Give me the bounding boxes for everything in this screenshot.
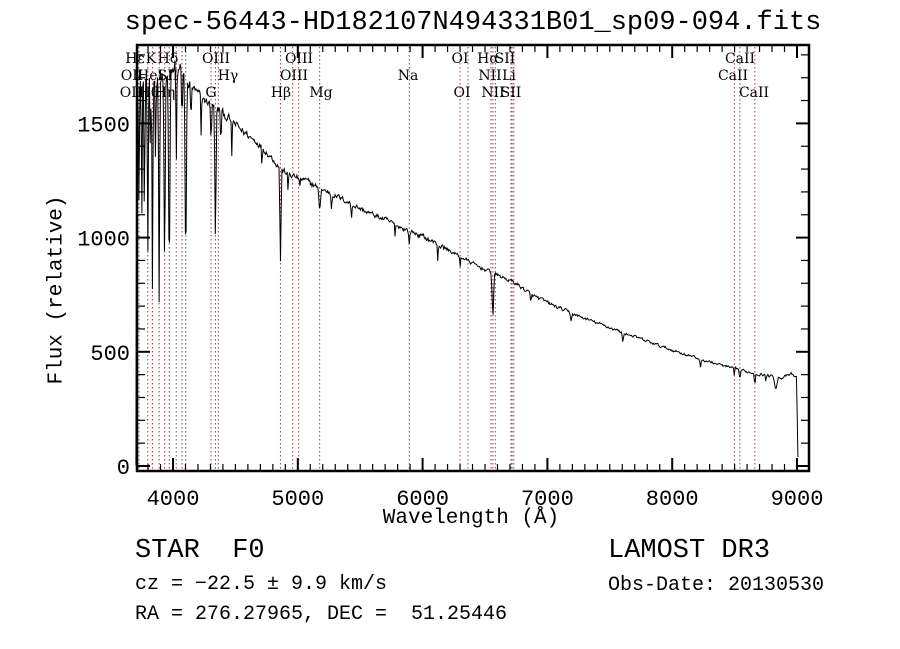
x-tick-label: 8000 xyxy=(646,487,699,512)
spectral-line-label: CaII xyxy=(718,68,748,84)
spectral-line-label: Li xyxy=(502,68,516,84)
survey-release-label: LAMOST DR3 xyxy=(608,536,771,566)
spectral-line-label: OI xyxy=(453,85,470,101)
y-tick-label: 500 xyxy=(90,342,130,367)
spectral-line-label: G xyxy=(205,85,216,101)
x-tick-label: 4000 xyxy=(147,487,200,512)
spectral-line-label: OIII xyxy=(202,51,230,67)
cz-value: cz = −22.5 ± 9.9 km/s xyxy=(135,573,388,596)
x-tick-label: 7000 xyxy=(521,487,574,512)
spectral-line-label: CaII xyxy=(725,51,755,67)
spectral-line-label: Hβ xyxy=(271,85,291,101)
obs-date-value: Obs-Date: 20130530 xyxy=(608,574,825,597)
y-tick-label: 0 xyxy=(117,456,130,481)
spectral-line-label: Hθ xyxy=(139,85,160,101)
spectral-line-label: K xyxy=(146,51,157,67)
spectral-line-label: OI xyxy=(451,51,468,67)
spectral-line-label: Na xyxy=(398,68,419,84)
spectral-line-label: OIII xyxy=(280,68,308,84)
spectral-line-label: Mg xyxy=(309,85,332,101)
object-class-label: STAR F0 xyxy=(135,536,265,566)
spectral-line-label: Hα xyxy=(477,51,499,67)
spectral-line-label: Hδ xyxy=(158,51,179,67)
spectral-line-label: NII xyxy=(478,68,501,84)
ra-dec-value: RA = 276.27965, DEC = 51.25446 xyxy=(135,603,508,626)
spectral-line-label: SII xyxy=(158,68,179,84)
spectral-line-label: CaII xyxy=(739,85,769,101)
spectral-line-label: NII xyxy=(481,85,504,101)
y-tick-label: 1000 xyxy=(77,228,130,253)
spectral-line-label: OII xyxy=(121,68,144,84)
spectral-line-label: OII xyxy=(120,85,143,101)
spectral-line-label: Hγ xyxy=(218,68,239,84)
spectral-line-label: Hε xyxy=(125,51,144,67)
spectral-line-label: Hη xyxy=(155,85,176,101)
spectral-line-label: SII xyxy=(501,85,522,101)
y-axis-label: Flux (relative) xyxy=(45,195,69,385)
x-tick-label: 5000 xyxy=(271,487,324,512)
spectral-line-label: OIII xyxy=(285,51,313,67)
plot-title: spec-56443-HD182107N494331B01_sp09-094.f… xyxy=(124,8,822,38)
spectral-line-label: HeI xyxy=(137,68,163,84)
y-tick-label: 1500 xyxy=(77,113,130,138)
spectral-line-label: SII xyxy=(495,51,516,67)
x-tick-label: 6000 xyxy=(396,487,449,512)
x-tick-label: 9000 xyxy=(771,487,824,512)
x-axis-label: Wavelength (Å) xyxy=(382,507,560,530)
